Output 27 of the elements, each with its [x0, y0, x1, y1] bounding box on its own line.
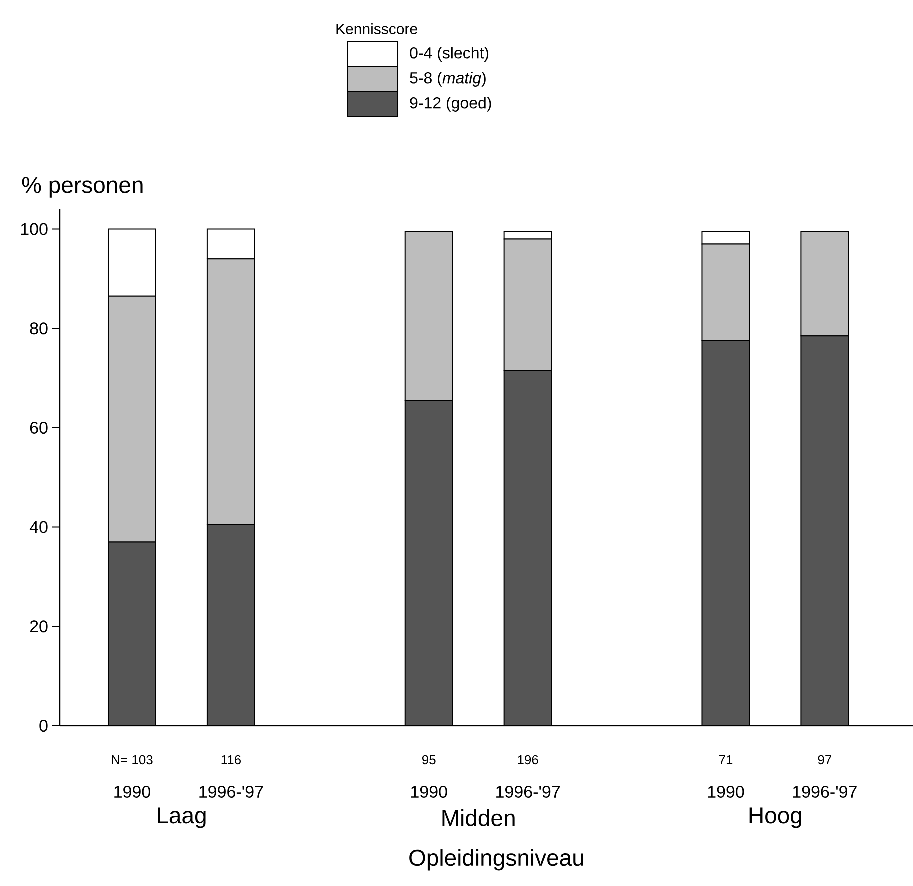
x-tick-label: 1990: [412, 786, 448, 798]
text: 196: [518, 755, 538, 765]
text: N= 103: [112, 755, 153, 765]
text: 97: [818, 755, 832, 765]
x-tick-label: 1996-'97: [200, 786, 264, 798]
y-tick-label: 100: [21, 223, 48, 236]
text: Laag: [158, 808, 206, 828]
x-axis-title: Opleidingsniveau: [410, 849, 584, 871]
legend-label: 9-12 (goed): [410, 97, 492, 112]
text: 95: [422, 755, 436, 765]
y-axis-title: % personen: [22, 177, 143, 198]
x-tick-label: 1996-'97: [496, 786, 560, 798]
x-tick-label: 1990: [114, 786, 150, 798]
y-tick-label: 60: [30, 422, 48, 434]
y-tick-label: 20: [30, 620, 48, 633]
legend-title: Kennisscore: [336, 23, 418, 34]
text: 116: [222, 755, 241, 765]
legend-label: 5-8 (matig): [410, 72, 486, 87]
x-tick-label: 1996-'97: [793, 786, 857, 798]
y-tick-label: 80: [30, 322, 48, 335]
y-tick-label: 0: [40, 720, 48, 732]
text: Midden: [442, 810, 515, 826]
text: Hoog: [750, 808, 802, 828]
x-tick-label: 1990: [708, 786, 744, 798]
y-tick-label: 40: [30, 521, 48, 534]
text: 71: [719, 756, 733, 764]
legend-label: 0-4 (slecht): [410, 47, 489, 62]
